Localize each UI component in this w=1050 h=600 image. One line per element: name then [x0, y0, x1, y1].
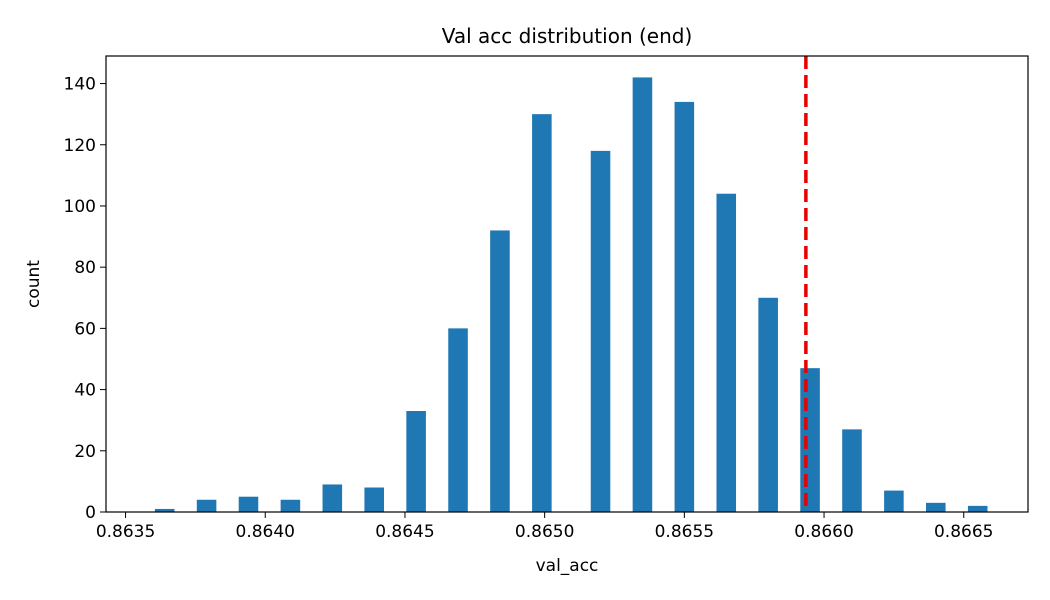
y-axis-label: count	[24, 260, 44, 308]
y-tick-label: 40	[74, 381, 96, 401]
plot-frame	[105, 55, 1029, 513]
x-tick-label: 0.8645	[375, 522, 434, 542]
y-axis-ticks: 0 20 40 60 80 100 120 140	[64, 75, 106, 523]
histogram-bar	[238, 496, 259, 512]
histogram-bar	[800, 368, 820, 512]
y-tick-label: 0	[85, 503, 96, 523]
x-axis-ticks: 0.8635 0.8640 0.8645 0.8650 0.8655 0.8660 0.86…	[96, 512, 993, 542]
y-tick-label: 120	[64, 136, 96, 156]
histogram-bar	[154, 508, 175, 512]
histogram-bar	[926, 502, 946, 512]
histogram-bar	[280, 499, 301, 512]
histogram-bar	[196, 499, 217, 512]
x-tick-label: 0.8655	[655, 522, 714, 542]
histogram-bar	[322, 484, 343, 512]
histogram-bar	[842, 429, 862, 512]
y-tick-label: 20	[74, 442, 96, 462]
histogram-bar	[490, 230, 510, 513]
histogram-bar	[632, 77, 653, 512]
y-tick-label: 60	[74, 319, 96, 339]
histogram-bar	[716, 193, 737, 512]
y-tick-label: 80	[74, 258, 96, 278]
histogram-bar	[364, 487, 384, 512]
y-tick-label: 140	[64, 75, 96, 95]
histogram-bar	[758, 297, 778, 512]
bars-group	[154, 77, 988, 513]
histogram-bar	[674, 101, 695, 513]
histogram-bar	[448, 328, 468, 512]
histogram-bar	[967, 505, 988, 512]
x-tick-label: 0.8635	[96, 522, 155, 542]
x-tick-label: 0.8650	[515, 522, 574, 542]
y-tick-label: 100	[64, 197, 96, 217]
histogram-bar	[884, 490, 904, 512]
x-tick-label: 0.8640	[236, 522, 295, 542]
x-axis-label: val_acc	[536, 556, 599, 576]
x-tick-label: 0.8665	[934, 522, 993, 542]
histogram-bar	[406, 411, 426, 512]
histogram-bar	[532, 114, 552, 513]
x-tick-label: 0.8660	[794, 522, 853, 542]
chart-title: Val acc distribution (end)	[442, 24, 693, 48]
histogram-bar	[590, 150, 611, 512]
